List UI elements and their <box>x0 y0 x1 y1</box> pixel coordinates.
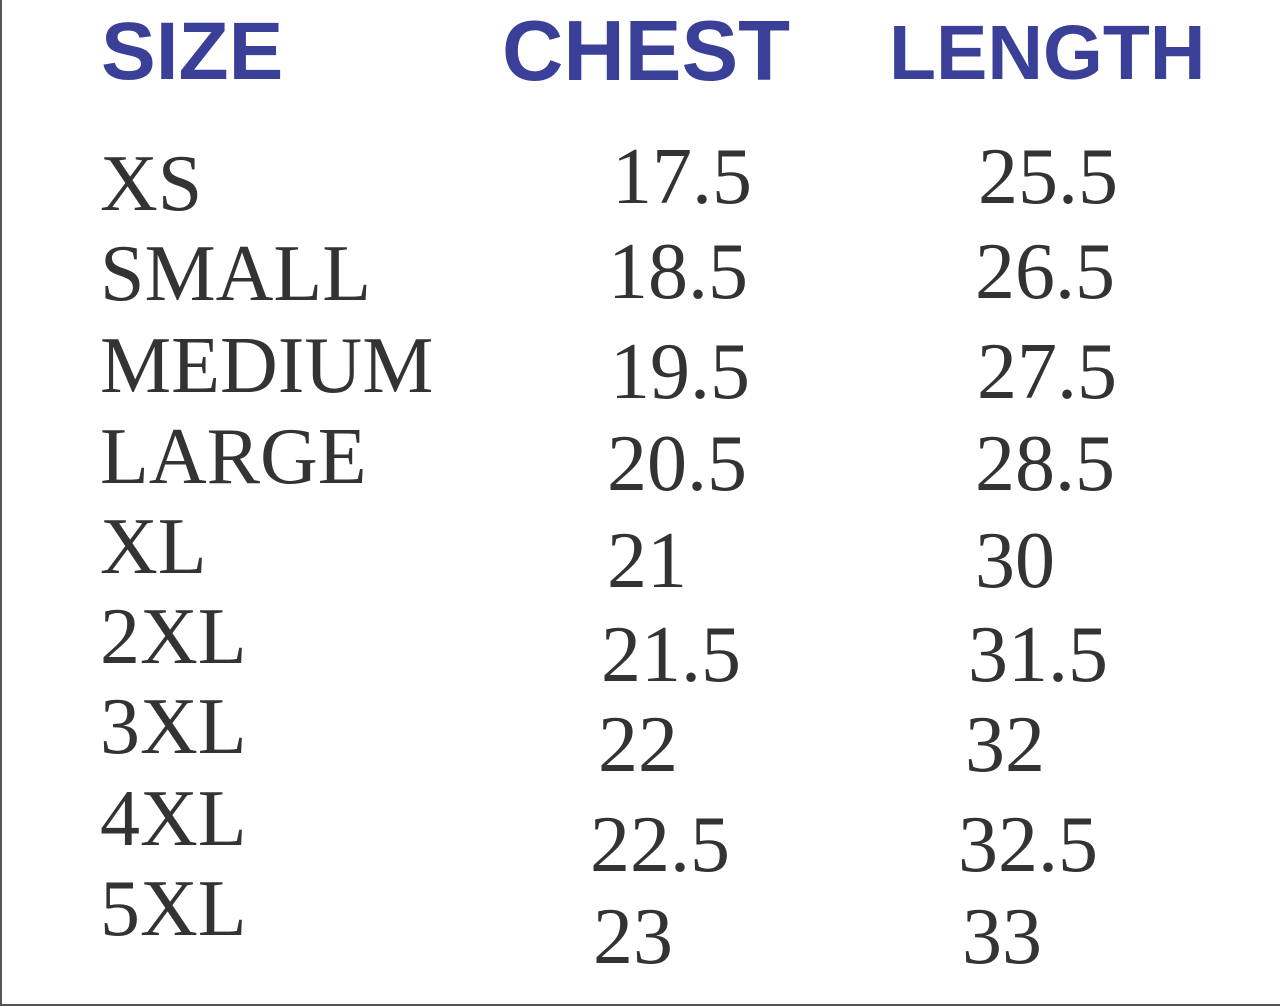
cell-length: 32 <box>965 701 1045 789</box>
cell-chest: 18.5 <box>608 228 748 316</box>
cell-length: 28.5 <box>975 420 1115 508</box>
cell-size: XL <box>100 503 207 591</box>
header-size: SIZE <box>101 6 284 97</box>
cell-chest: 23 <box>593 893 673 981</box>
cell-chest: 21.5 <box>601 611 741 699</box>
cell-length: 27.5 <box>977 328 1117 416</box>
cell-size: SMALL <box>100 230 372 318</box>
cell-size: 4XL <box>100 775 247 863</box>
cell-chest: 19.5 <box>610 328 750 416</box>
cell-length: 30 <box>975 517 1055 605</box>
cell-length: 26.5 <box>975 228 1115 316</box>
cell-size: 2XL <box>100 593 247 681</box>
cell-length: 25.5 <box>978 133 1118 221</box>
cell-length: 33 <box>962 893 1042 981</box>
cell-size: LARGE <box>100 413 367 501</box>
cell-chest: 22 <box>598 701 678 789</box>
cell-chest: 22.5 <box>590 801 730 889</box>
cell-size: MEDIUM <box>100 322 434 410</box>
cell-length: 31.5 <box>968 611 1108 699</box>
cell-chest: 17.5 <box>612 133 752 221</box>
cell-size: XS <box>100 140 203 228</box>
cell-chest: 20.5 <box>607 420 747 508</box>
cell-size: 5XL <box>100 865 247 953</box>
cell-length: 32.5 <box>958 801 1098 889</box>
header-length: LENGTH <box>889 10 1206 96</box>
cell-size: 3XL <box>100 683 247 771</box>
cell-chest: 21 <box>607 517 687 605</box>
header-chest: CHEST <box>502 4 791 99</box>
